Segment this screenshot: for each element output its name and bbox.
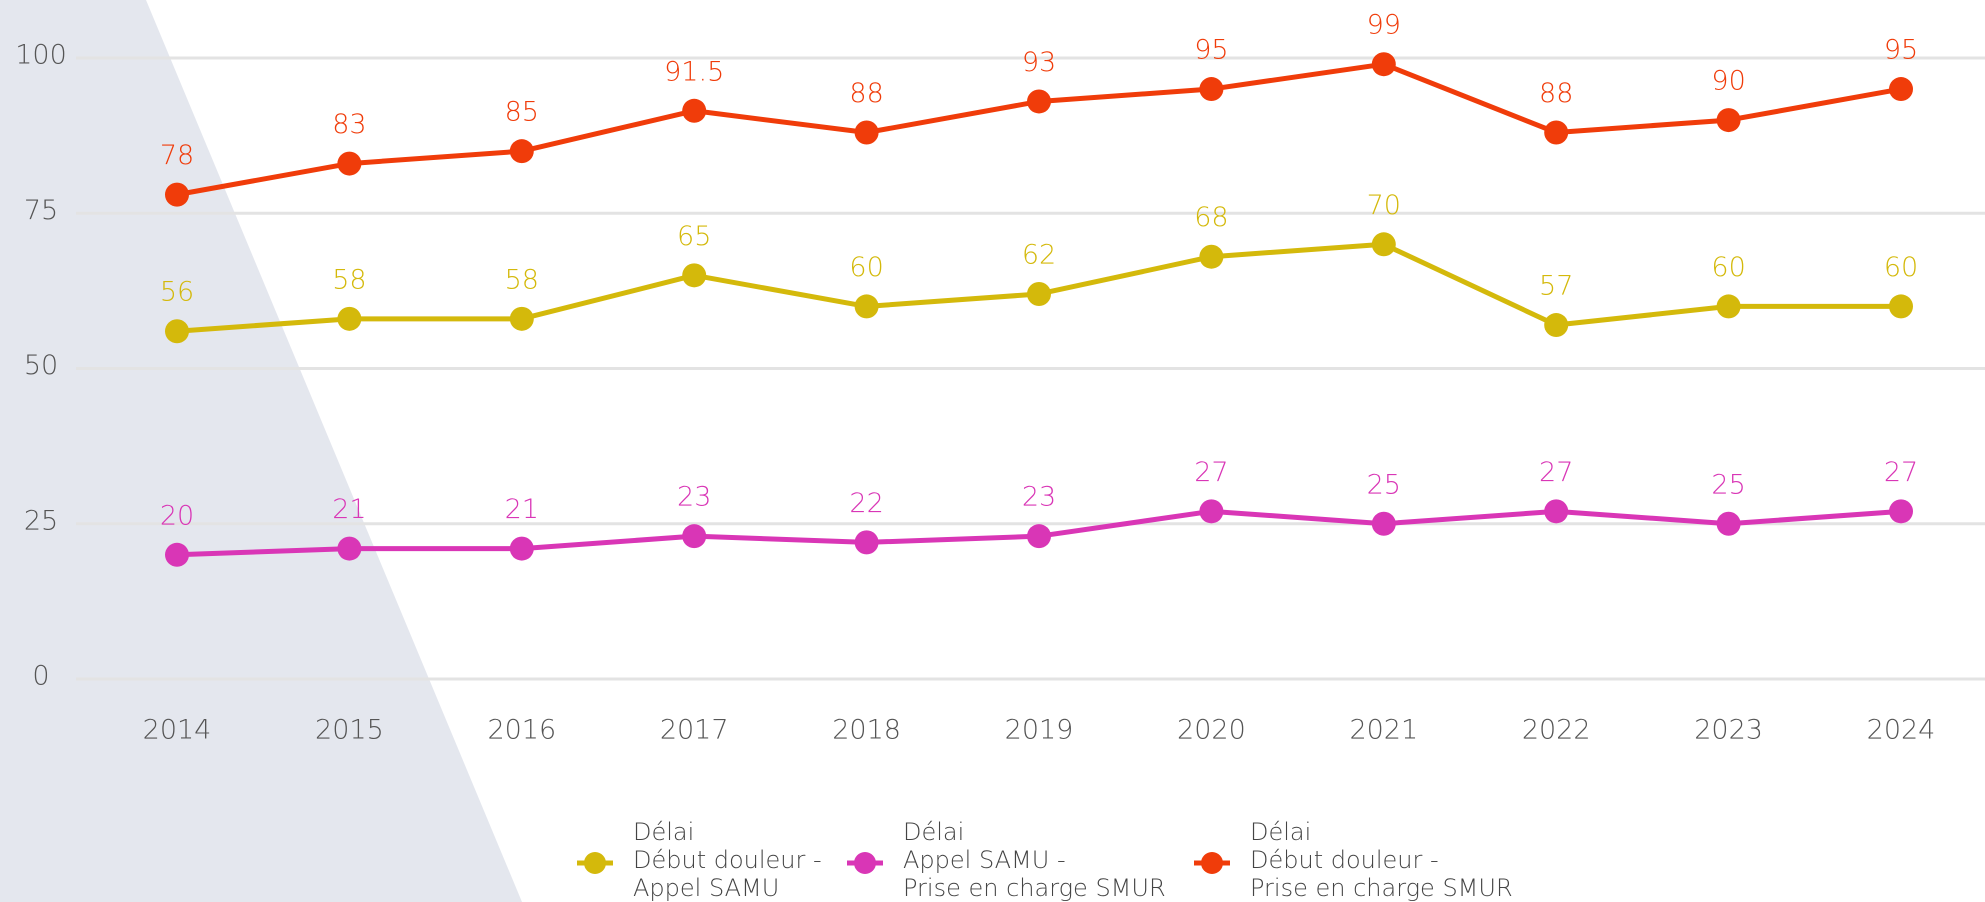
data-label: 83 <box>332 109 366 140</box>
point <box>1716 294 1741 319</box>
data-label: 56 <box>160 277 194 308</box>
point <box>1889 499 1913 524</box>
point <box>1716 511 1741 536</box>
point <box>1544 313 1569 338</box>
data-label: 58 <box>505 264 539 295</box>
point <box>1371 511 1396 536</box>
background-shape <box>0 0 522 902</box>
legend-marker <box>577 851 613 875</box>
point <box>1199 244 1224 269</box>
data-label: 60 <box>849 252 883 283</box>
point <box>1889 77 1913 102</box>
plot: 56 58 58 65 60 62 68 70 57 60 60 20 21 21 23 22 23 27 25 27… <box>160 10 1918 567</box>
y-tick-label: 0 <box>32 661 49 692</box>
x-tick-label: 2018 <box>832 715 901 746</box>
data-label: 25 <box>1711 469 1745 500</box>
data-label: 21 <box>505 494 539 525</box>
x-tick-label: 2022 <box>1522 715 1591 746</box>
x-tick-label: 2024 <box>1867 715 1936 746</box>
series-line <box>176 61 1902 198</box>
y-tick-label: 25 <box>24 505 58 536</box>
point <box>1544 120 1569 145</box>
data-label: 27 <box>1194 457 1228 488</box>
data-label: 62 <box>1022 239 1056 270</box>
y-tick-label: 75 <box>24 195 58 226</box>
x-tick-label: 2021 <box>1349 715 1418 746</box>
data-label: 99 <box>1367 10 1401 41</box>
legend-label: Délai Appel SAMU - Prise en charge SMUR <box>903 818 1166 902</box>
data-label: 27 <box>1884 457 1918 488</box>
data-label: 68 <box>1194 202 1228 233</box>
point <box>1199 77 1224 102</box>
x-tick-label: 2017 <box>660 715 729 746</box>
point <box>682 263 707 288</box>
point <box>509 306 534 331</box>
x-tick-label: 2019 <box>1005 715 1074 746</box>
data-label: 90 <box>1711 66 1745 97</box>
data-label: 20 <box>160 500 194 531</box>
point <box>854 530 879 555</box>
legend-label: Délai Début douleur - Prise en charge SM… <box>1250 818 1513 902</box>
point <box>1199 499 1224 524</box>
data-label: 95 <box>1194 35 1228 66</box>
point <box>509 139 534 164</box>
x-tick-label: 2014 <box>143 715 212 746</box>
data-label: 23 <box>1022 482 1056 513</box>
data-label: 88 <box>1539 78 1573 109</box>
data-label: 70 <box>1367 190 1401 221</box>
data-label: 22 <box>849 488 883 519</box>
legend-label: Délai Début douleur - Appel SAMU <box>633 818 822 902</box>
data-label: 23 <box>677 482 711 513</box>
point <box>1544 499 1569 524</box>
y-tick-label: 100 <box>15 40 67 71</box>
point <box>682 524 707 549</box>
point <box>854 120 879 145</box>
point <box>165 542 189 567</box>
data-label: 78 <box>160 140 194 171</box>
y-tick-label: 50 <box>24 350 58 381</box>
data-label: 65 <box>677 221 711 252</box>
x-tick-label: 2023 <box>1694 715 1763 746</box>
data-label: 93 <box>1022 47 1056 78</box>
data-label: 85 <box>505 97 539 128</box>
data-label: 95 <box>1884 35 1918 66</box>
point <box>165 319 189 344</box>
point <box>1027 281 1051 306</box>
point <box>1371 52 1396 77</box>
data-label: 25 <box>1367 469 1401 500</box>
data-label: 88 <box>849 78 883 109</box>
x-tick-label: 2020 <box>1177 715 1246 746</box>
legend-marker <box>1194 851 1230 875</box>
point <box>1027 89 1051 114</box>
data-label: 27 <box>1539 457 1573 488</box>
point <box>337 151 362 176</box>
point <box>1371 232 1396 257</box>
data-label: 60 <box>1711 252 1745 283</box>
point <box>682 98 707 123</box>
data-label: 58 <box>332 264 366 295</box>
data-label: 60 <box>1884 252 1918 283</box>
point <box>509 536 534 561</box>
point <box>1889 294 1913 319</box>
data-label: 91.5 <box>664 56 724 87</box>
point <box>854 294 879 319</box>
point <box>1027 524 1051 549</box>
point <box>165 182 189 207</box>
legend-marker <box>847 851 883 875</box>
x-tick-label: 2015 <box>315 715 384 746</box>
data-label: 57 <box>1539 271 1573 302</box>
point <box>337 536 362 561</box>
point <box>337 306 362 331</box>
point <box>1716 108 1741 133</box>
x-tick-label: 2016 <box>487 715 556 746</box>
data-label: 21 <box>332 494 366 525</box>
